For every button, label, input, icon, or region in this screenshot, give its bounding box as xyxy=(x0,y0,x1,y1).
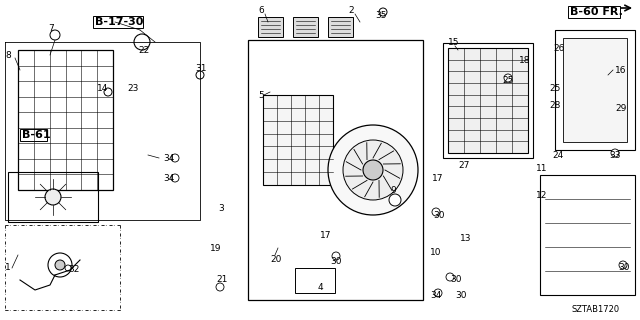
Text: SZTAB1720: SZTAB1720 xyxy=(572,306,620,315)
Text: 17: 17 xyxy=(432,173,444,182)
Circle shape xyxy=(55,260,65,270)
Text: B-60 FR.: B-60 FR. xyxy=(570,7,623,17)
Bar xyxy=(263,95,333,185)
Circle shape xyxy=(328,125,418,215)
Text: 34: 34 xyxy=(430,291,442,300)
Text: 3: 3 xyxy=(218,204,224,212)
Text: 2: 2 xyxy=(348,5,354,14)
Circle shape xyxy=(196,71,204,79)
Circle shape xyxy=(104,88,112,96)
Bar xyxy=(563,38,627,142)
Text: 5: 5 xyxy=(258,91,264,100)
Text: 33: 33 xyxy=(609,150,621,159)
Text: 30: 30 xyxy=(330,258,342,267)
Bar xyxy=(18,50,113,190)
Text: 26: 26 xyxy=(553,44,564,52)
Text: 30: 30 xyxy=(433,211,445,220)
Circle shape xyxy=(216,283,224,291)
Circle shape xyxy=(343,140,403,200)
Bar xyxy=(8,172,98,222)
Text: 17: 17 xyxy=(320,230,332,239)
Circle shape xyxy=(363,160,383,180)
Bar xyxy=(443,43,533,158)
Text: 35: 35 xyxy=(375,11,387,20)
Bar xyxy=(448,48,528,153)
Circle shape xyxy=(48,253,72,277)
Circle shape xyxy=(134,34,150,50)
Text: 30: 30 xyxy=(450,276,461,284)
Text: 25: 25 xyxy=(549,84,561,92)
Text: 22: 22 xyxy=(138,45,149,54)
Bar xyxy=(295,268,335,293)
Bar xyxy=(258,17,283,37)
Text: 16: 16 xyxy=(615,66,627,75)
Circle shape xyxy=(45,189,61,205)
Text: 24: 24 xyxy=(552,150,563,159)
Text: 34: 34 xyxy=(163,154,174,163)
Circle shape xyxy=(50,30,60,40)
Text: 14: 14 xyxy=(97,84,108,92)
Text: 34: 34 xyxy=(163,173,174,182)
Text: 23: 23 xyxy=(127,84,138,92)
Text: 32: 32 xyxy=(68,266,79,275)
Circle shape xyxy=(504,74,512,82)
Text: B-17-30: B-17-30 xyxy=(95,17,143,27)
Circle shape xyxy=(171,154,179,162)
Bar xyxy=(293,17,318,37)
Text: 10: 10 xyxy=(430,247,442,257)
Text: 4: 4 xyxy=(318,284,324,292)
Text: B-61: B-61 xyxy=(22,130,51,140)
Circle shape xyxy=(379,8,387,16)
Bar xyxy=(93,16,143,28)
Text: 18: 18 xyxy=(519,55,531,65)
Circle shape xyxy=(389,194,401,206)
Text: 31: 31 xyxy=(195,63,207,73)
Text: 30: 30 xyxy=(455,291,467,300)
Bar xyxy=(328,17,353,37)
Circle shape xyxy=(446,273,454,281)
Text: 6: 6 xyxy=(258,5,264,14)
Text: 27: 27 xyxy=(458,161,469,170)
Text: 25: 25 xyxy=(502,76,513,84)
Bar xyxy=(20,129,47,141)
Bar xyxy=(555,30,635,150)
Text: 15: 15 xyxy=(448,37,460,46)
Text: 28: 28 xyxy=(549,100,561,109)
Circle shape xyxy=(171,174,179,182)
Text: 12: 12 xyxy=(536,190,547,199)
Text: 19: 19 xyxy=(210,244,221,252)
Bar xyxy=(568,6,620,18)
Circle shape xyxy=(65,265,71,271)
Text: 30: 30 xyxy=(618,263,630,273)
Circle shape xyxy=(619,261,627,269)
Circle shape xyxy=(611,149,619,157)
Circle shape xyxy=(332,252,340,260)
Text: 1: 1 xyxy=(5,263,11,273)
Text: 29: 29 xyxy=(615,103,627,113)
Text: 20: 20 xyxy=(270,255,282,265)
Text: 8: 8 xyxy=(5,51,11,60)
Text: 11: 11 xyxy=(536,164,547,172)
Text: 9: 9 xyxy=(390,186,396,195)
Bar xyxy=(540,175,635,295)
Text: 7: 7 xyxy=(48,23,54,33)
Text: 13: 13 xyxy=(460,234,472,243)
Circle shape xyxy=(432,208,440,216)
Circle shape xyxy=(434,289,442,297)
Text: 21: 21 xyxy=(216,276,227,284)
